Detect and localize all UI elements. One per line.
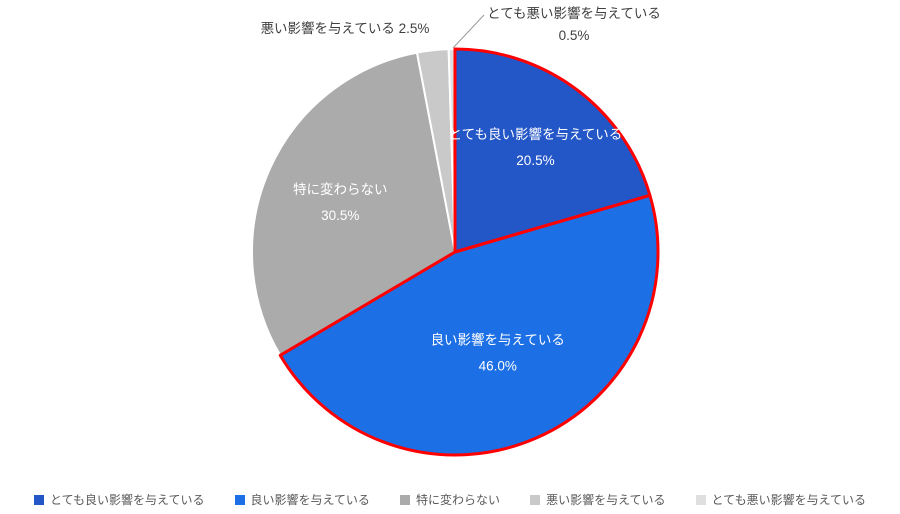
slice-value-2: 30.5% [321,208,359,223]
legend-label: 特に変わらない [415,493,500,507]
legend-swatch [695,494,706,505]
pie-slice-2[interactable] [251,51,456,357]
legend-item-2[interactable]: 特に変わらない [399,491,500,508]
legend-swatch [530,494,541,505]
highlight-outline-0 [453,47,652,254]
legend-swatch [234,494,245,505]
legend-item-1[interactable]: 良い影響を与えている [234,491,370,508]
legend-swatch [34,494,44,505]
legend-item-0[interactable]: とても良い影響を与えている [34,491,204,508]
slice-label-3: 悪い影響を与えている 2.5% [261,20,430,36]
slice-label-4: とても悪い影響を与えている [487,5,661,21]
slice-label-0: とても良い影響を与えている [449,126,623,142]
slice-value-4: 0.5% [559,28,590,43]
legend-label: 良い影響を与えている [250,493,370,507]
pie-chart: とても良い影響を与えている 20.5% 良い影響を与えている 46.0% 特に変わらない… [251,5,661,457]
slice-value-1: 46.0% [479,359,517,374]
highlight-outline-1 [278,193,660,457]
chart-legend: とても良い影響を与えている 良い影響を与えている 特に変わらない 悪い影響を与えている… [0,491,900,508]
legend-label: 悪い影響を与えている [546,493,666,507]
legend-label: とても悪い影響を与えている [711,493,866,507]
legend-item-3[interactable]: 悪い影響を与えている [530,491,665,508]
legend-swatch [399,494,410,505]
legend-label: とても良い影響を与えている [50,493,205,507]
slice-label-2: 特に変わらない [293,181,388,197]
legend-item-4[interactable]: とても悪い影響を与えている [695,491,866,508]
slice-label-1: 良い影響を与えている [431,332,565,348]
leader-line [452,14,485,49]
slice-value-0: 20.5% [516,153,554,168]
